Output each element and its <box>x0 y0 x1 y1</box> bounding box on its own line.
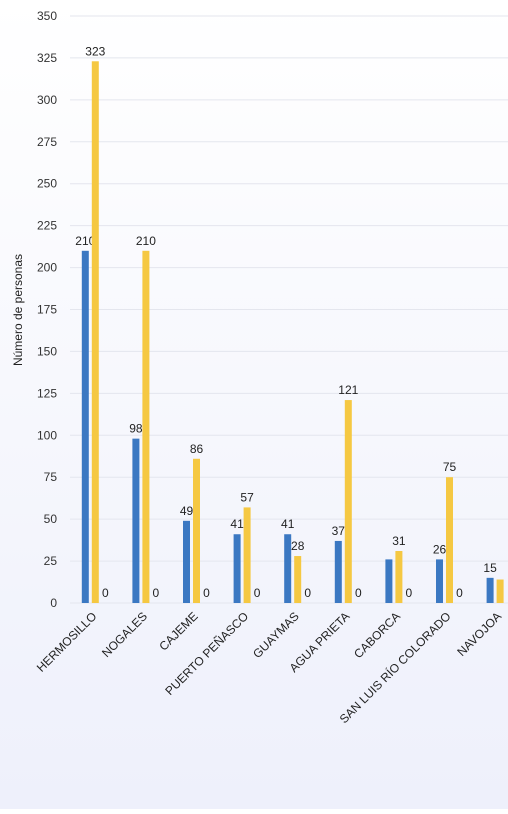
data-label: 98 <box>129 422 143 436</box>
data-label: 75 <box>443 460 457 474</box>
x-tick-label: GUAYMAS <box>250 609 302 661</box>
bar <box>334 540 342 603</box>
bar <box>142 250 150 604</box>
data-label: 323 <box>85 44 105 58</box>
bar <box>294 556 302 603</box>
data-label: 49 <box>180 504 194 518</box>
data-label: 0 <box>355 586 362 600</box>
data-label: 41 <box>230 517 244 531</box>
bar <box>395 551 403 603</box>
data-label: 15 <box>483 561 497 575</box>
bar <box>385 559 393 603</box>
x-tick-label: CAJEME <box>156 609 200 653</box>
y-tick-label: 225 <box>37 219 57 233</box>
x-tick-label: NOGALES <box>99 609 150 660</box>
data-label: 41 <box>281 517 295 531</box>
data-label: 0 <box>153 586 160 600</box>
bar <box>496 579 504 603</box>
y-tick-label: 100 <box>37 428 57 442</box>
y-tick-label: 275 <box>37 135 57 149</box>
y-tick-label: 200 <box>37 261 57 275</box>
y-tick-label: 325 <box>37 51 57 65</box>
data-label: 0 <box>254 586 261 600</box>
bar <box>344 400 352 603</box>
data-label: 28 <box>291 539 305 553</box>
data-label: 210 <box>136 234 156 248</box>
data-label: 26 <box>433 542 447 556</box>
bar <box>91 61 99 604</box>
bar <box>193 458 200 603</box>
bar <box>132 438 140 603</box>
y-tick-label: 75 <box>44 470 58 484</box>
bar <box>81 250 89 604</box>
bar <box>446 477 453 603</box>
y-tick-label: 0 <box>50 596 57 610</box>
x-tick-label: CABORCA <box>351 609 403 661</box>
data-label: 210 <box>75 234 95 248</box>
data-label: 0 <box>304 586 311 600</box>
y-tick-label: 125 <box>37 386 57 400</box>
bar <box>183 520 190 603</box>
x-tick-label: NAVOJOA <box>454 609 504 659</box>
data-label: 0 <box>102 586 109 600</box>
data-label: 31 <box>392 534 406 548</box>
bar <box>486 577 494 603</box>
bar <box>284 534 292 603</box>
bar <box>233 534 241 603</box>
data-label: 0 <box>203 586 210 600</box>
y-tick-label: 175 <box>37 303 57 317</box>
bar <box>436 559 443 603</box>
data-label: 0 <box>456 586 463 600</box>
x-tick-label: PUERTO PEÑASCO <box>162 609 251 698</box>
data-label: 0 <box>406 586 413 600</box>
y-tick-label: 350 <box>37 9 57 23</box>
y-tick-label: 150 <box>37 344 57 358</box>
y-tick-label: 50 <box>44 512 58 526</box>
data-label: 86 <box>190 442 204 456</box>
y-tick-label: 250 <box>37 177 57 191</box>
y-tick-label: 300 <box>37 93 57 107</box>
data-label: 121 <box>338 383 358 397</box>
y-tick-label: 25 <box>44 554 58 568</box>
x-tick-label: HERMOSILLO <box>34 609 100 675</box>
bar <box>243 507 251 603</box>
data-label: 37 <box>332 524 346 538</box>
y-axis-title: Número de personas <box>11 254 25 366</box>
data-label: 57 <box>240 490 254 504</box>
